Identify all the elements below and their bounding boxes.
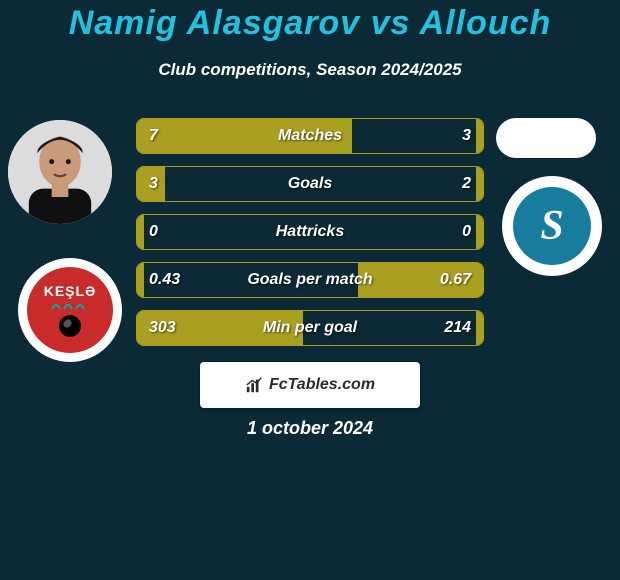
date-label: 1 october 2024 bbox=[0, 418, 620, 439]
stat-label: Min per goal bbox=[137, 311, 483, 345]
stat-row: 0.430.67Goals per match bbox=[136, 262, 484, 298]
chart-icon bbox=[245, 376, 263, 394]
team-badge-left-label: KEŞLƏ bbox=[44, 283, 97, 299]
stat-label: Matches bbox=[137, 119, 483, 153]
stat-row: 303214Min per goal bbox=[136, 310, 484, 346]
team-badge-right: S bbox=[502, 176, 602, 276]
team-badge-right-label: S bbox=[540, 202, 563, 250]
stat-row: 32Goals bbox=[136, 166, 484, 202]
stat-row: 73Matches bbox=[136, 118, 484, 154]
brand-box: FcTables.com bbox=[200, 362, 420, 408]
team-badge-left: KEŞLƏ bbox=[18, 258, 122, 362]
stat-row: 00Hattricks bbox=[136, 214, 484, 250]
subtitle: Club competitions, Season 2024/2025 bbox=[0, 60, 620, 80]
page-title: Namig Alasgarov vs Allouch bbox=[0, 4, 620, 43]
brand-text: FcTables.com bbox=[269, 376, 375, 394]
player-right-avatar bbox=[496, 118, 596, 158]
stat-label: Goals bbox=[137, 167, 483, 201]
stat-label: Hattricks bbox=[137, 215, 483, 249]
player-left-avatar bbox=[8, 120, 112, 224]
stat-label: Goals per match bbox=[137, 263, 483, 297]
stats-rows: 73Matches 32Goals 00Hattricks 0.430.67Goals… bbox=[136, 118, 484, 358]
